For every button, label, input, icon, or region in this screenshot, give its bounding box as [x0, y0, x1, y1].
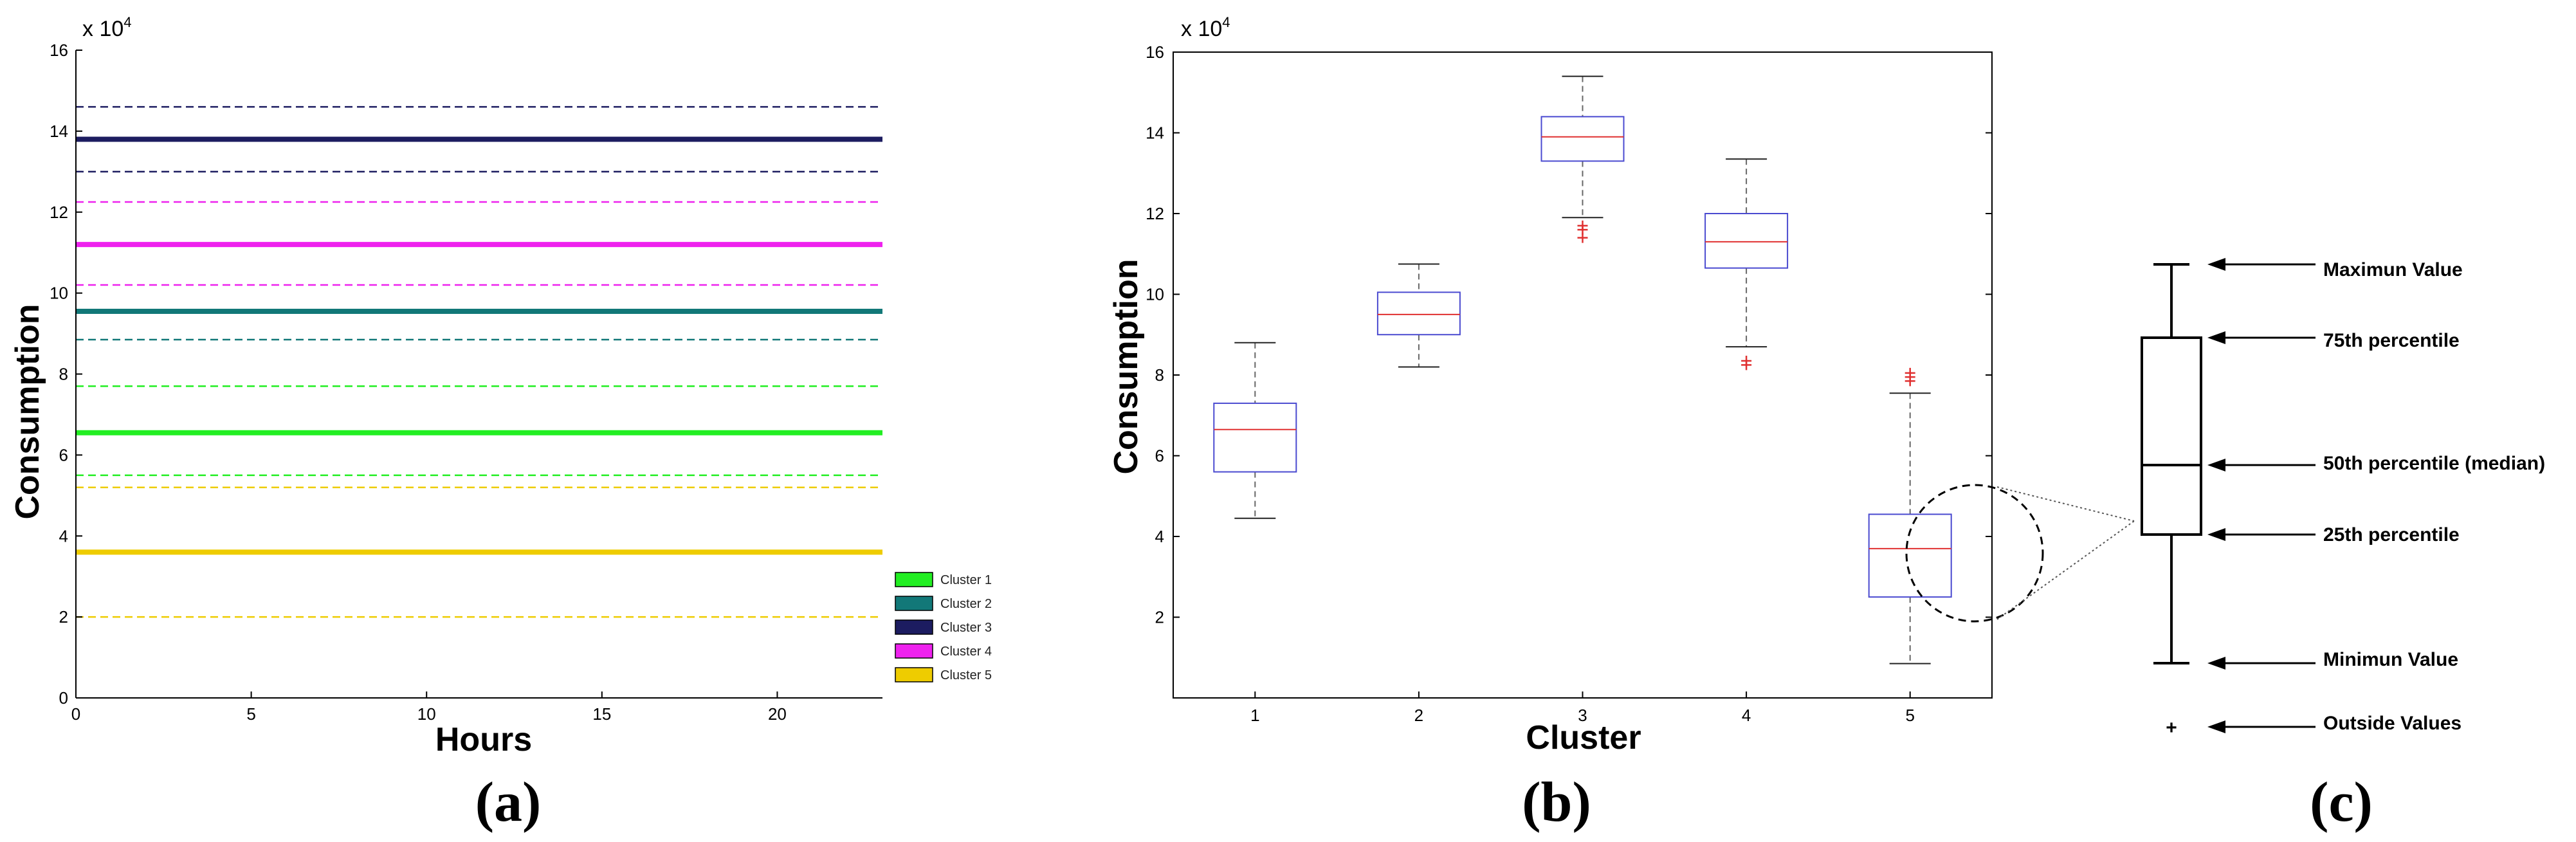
chart-b-xtick-label: 2 — [1414, 706, 1423, 725]
chart-a-xlabel: Hours — [435, 721, 532, 758]
label-q1: 25th percentile — [2323, 524, 2460, 545]
zoom-connector-bottom — [1996, 520, 2135, 620]
diagram-outside-symbol: + — [2166, 717, 2177, 738]
box-3-outlier — [1577, 220, 1588, 231]
chart-a-ylabel: Consumption — [9, 304, 46, 519]
label-q3: 75th percentile — [2323, 330, 2460, 351]
chart-a-xtick-label: 5 — [246, 704, 255, 724]
zoom-connector-top — [1996, 486, 2135, 522]
chart-b-ytick-label: 10 — [1146, 285, 1164, 304]
diagram-box — [2141, 336, 2202, 536]
chart-a-ytick-label: 14 — [50, 122, 68, 141]
legend-label-cluster-5: Cluster 5 — [940, 668, 992, 682]
label-max: Maximun Value — [2323, 259, 2463, 280]
chart-b-xtick-label: 3 — [1578, 706, 1587, 725]
chart-c-panel-label: (c) — [2310, 771, 2373, 834]
chart-b-ytick-label: 6 — [1155, 446, 1164, 466]
arrow-outside-head — [2207, 720, 2225, 733]
chart-b-ytick-label: 8 — [1155, 365, 1164, 385]
chart-b-ytick-label: 12 — [1146, 204, 1164, 223]
arrow-q1-head — [2207, 528, 2225, 541]
box-3-iqr — [1540, 116, 1625, 162]
chart-b-xtick-label: 5 — [1905, 706, 1914, 725]
chart-a-y-multiplier: x 104 — [82, 14, 132, 41]
chart-b-y-multiplier: x 104 — [1181, 14, 1230, 41]
chart-a-xtick-label: 20 — [768, 704, 787, 724]
legend-label-cluster-1: Cluster 1 — [940, 573, 992, 587]
chart-a-xtick-label: 0 — [71, 704, 80, 724]
arrow-q3-head — [2207, 331, 2225, 344]
box-2-iqr — [1376, 291, 1461, 336]
chart-a-ytick-label: 12 — [50, 203, 68, 222]
chart-b-ytick-label: 14 — [1146, 124, 1164, 143]
box-5-outlier — [1905, 367, 1915, 378]
box-4-outlier — [1741, 356, 1752, 367]
chart-a-axes — [75, 50, 882, 699]
zoom-circle — [1905, 484, 2044, 623]
chart-b-ytick-label: 16 — [1146, 42, 1164, 62]
chart-b-xtick-label: 1 — [1250, 706, 1259, 725]
chart-a-ytick-label: 0 — [59, 688, 68, 708]
chart-b-boxes — [1213, 75, 1952, 664]
chart-a-ytick-label: 4 — [59, 526, 68, 545]
legend-swatch-cluster-3 — [895, 619, 933, 635]
box-1-iqr — [1213, 402, 1297, 473]
chart-b-panel-label: (b) — [1522, 771, 1591, 834]
chart-c-diagram: + Maximun Value 75th percentile 50th per… — [2141, 258, 2545, 834]
chart-b-ytick-label: 4 — [1155, 527, 1164, 546]
legend-swatch-cluster-4 — [895, 643, 933, 659]
box-4-iqr — [1704, 213, 1789, 269]
arrow-median-head — [2207, 459, 2225, 471]
chart-a-ytick-label: 16 — [50, 41, 68, 60]
legend-swatch-cluster-1 — [895, 572, 933, 587]
box-5-iqr — [1868, 513, 1952, 598]
chart-a-legend: Cluster 1 Cluster 2 Cluster 3 Cluster 4 Clus… — [895, 572, 992, 682]
label-median: 50th percentile (median) — [2323, 453, 2545, 474]
legend-label-cluster-2: Cluster 2 — [940, 597, 992, 611]
arrow-max-head — [2207, 258, 2225, 271]
chart-b-xlabel: Cluster — [1526, 719, 1641, 756]
chart-a-ytick-label: 6 — [59, 445, 68, 464]
chart-b-ylabel: Consumption — [1108, 259, 1145, 474]
label-min: Minimun Value — [2323, 649, 2458, 670]
chart-a-lines — [76, 105, 882, 618]
chart-a-ytick-label: 8 — [59, 365, 68, 384]
diagram-arrows — [2207, 258, 2316, 733]
chart-a-ytick-label: 2 — [59, 607, 68, 627]
chart-a-xtick-label: 15 — [592, 704, 611, 724]
chart-b-xtick-label: 4 — [1742, 706, 1751, 725]
chart-b-ytick-label: 2 — [1155, 608, 1164, 627]
label-outside: Outside Values — [2323, 713, 2462, 734]
legend-label-cluster-3: Cluster 3 — [940, 621, 992, 635]
chart-a-ticks: 0 2 4 6 8 10 12 14 16 0 5 10 15 20 — [50, 41, 787, 724]
legend-label-cluster-4: Cluster 4 — [940, 645, 992, 659]
legend-swatch-cluster-2 — [895, 596, 933, 611]
chart-a-panel-label: (a) — [475, 771, 542, 834]
chart-a-xtick-label: 10 — [417, 704, 436, 724]
legend-swatch-cluster-5 — [895, 667, 933, 682]
chart-a-ytick-label: 10 — [50, 284, 68, 303]
arrow-min-head — [2207, 657, 2225, 670]
